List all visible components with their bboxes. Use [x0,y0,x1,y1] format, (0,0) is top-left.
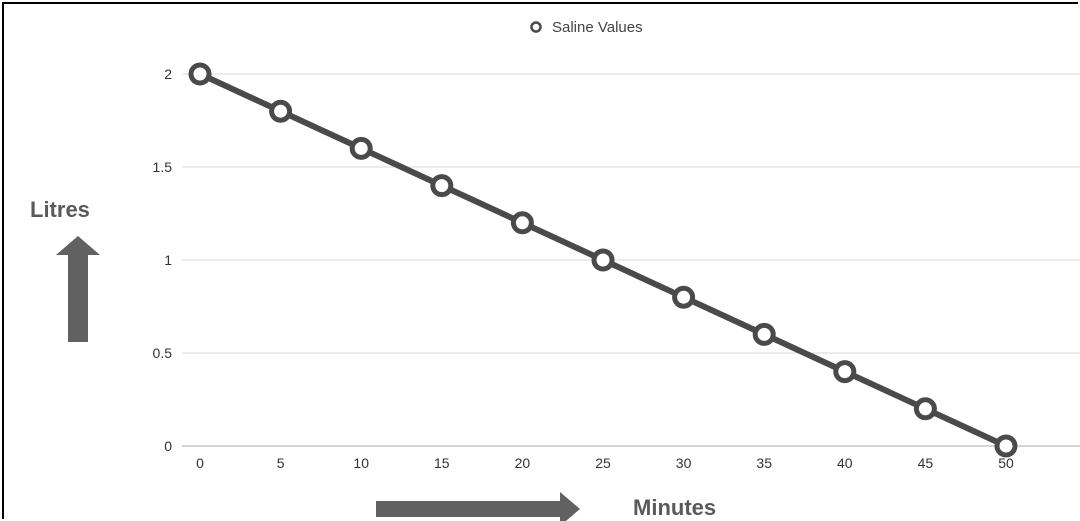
y-tick-label: 0.5 [153,345,173,361]
x-tick-label: 45 [918,455,934,471]
x-tick-label: 30 [676,455,692,471]
data-point [752,322,776,346]
legend: Saline Values [530,19,643,36]
x-tick-label: 20 [515,455,531,471]
x-tick-label: 40 [837,455,853,471]
y-axis-ticks: 0 0.5 1 1.5 2 [153,66,173,454]
y-tick-label: 0 [164,438,172,454]
x-axis-ticks: 0 5 10 15 20 25 30 35 40 45 50 [196,455,1014,471]
data-point [188,62,212,86]
x-axis-title-group: Minutes [376,492,716,521]
y-axis-title-group: Litres [30,197,100,342]
x-tick-label: 0 [196,455,204,471]
y-tick-label: 2 [164,66,172,82]
x-tick-label: 50 [998,455,1014,471]
data-point [269,99,293,123]
data-point [672,285,696,309]
data-point [833,360,857,384]
x-axis-title: Minutes [633,495,716,520]
data-point [430,174,454,198]
y-axis-title: Litres [30,197,90,222]
data-point [913,397,937,421]
y-tick-label: 1 [164,252,172,268]
series-saline-values [188,62,1018,458]
data-point [510,211,534,235]
right-arrow-icon [376,492,580,521]
grid-lines [182,73,1080,447]
x-tick-label: 35 [756,455,772,471]
data-point [591,248,615,272]
y-tick-label: 1.5 [153,159,173,175]
legend-label: Saline Values [552,19,643,36]
up-arrow-icon [56,236,100,342]
x-tick-label: 25 [595,455,611,471]
data-point [349,136,373,160]
legend-marker [530,21,542,33]
x-tick-label: 10 [353,455,369,471]
data-point [994,434,1018,458]
x-tick-label: 15 [434,455,450,471]
x-tick-label: 5 [277,455,285,471]
